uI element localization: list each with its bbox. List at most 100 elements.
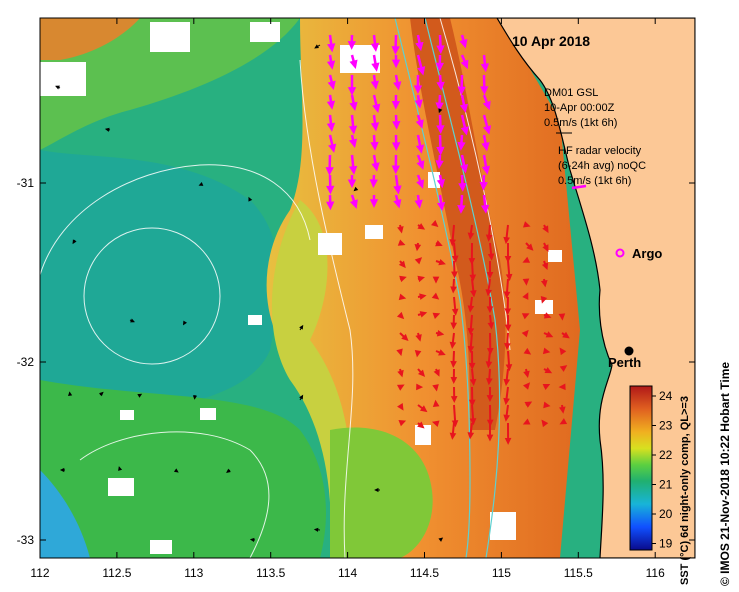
hf-vector-head (459, 38, 468, 49)
hf-vector-head (348, 138, 358, 148)
current-vector-head (416, 383, 424, 391)
current-vector-head (486, 395, 494, 403)
model-vector-head (59, 467, 65, 473)
legend-line-1: DM01 GSL (544, 87, 598, 99)
y-axis: -31 -32 -33 (17, 176, 695, 547)
current-vector-head (414, 257, 423, 265)
hf-vector-head (414, 99, 423, 109)
hf-vector-head (416, 179, 425, 189)
current-vector-head (558, 383, 566, 391)
current-vector-head (487, 253, 495, 261)
x-tick-label: 112 (30, 566, 49, 580)
colorbar-tick-label: 19 (659, 537, 673, 551)
current-vector-head (544, 367, 553, 374)
hf-vector-head (435, 160, 444, 170)
colorbar: 24 23 22 21 20 19 SST (°C) 6d night-only comp… (629, 385, 691, 585)
nw-orange-patch (40, 18, 140, 60)
model-vector-head (313, 527, 319, 532)
hf-vector-head (325, 167, 334, 176)
y-tick-label: -33 (17, 533, 35, 547)
current-vector-head (505, 273, 513, 282)
current-vector-head (451, 271, 458, 279)
hf-vector-head (479, 181, 488, 191)
current-vector-head (467, 327, 475, 336)
current-vector-head (417, 275, 425, 283)
x-axis: 112 112.5 113 113.5 114 114.5 115 115.5 116 (30, 18, 665, 580)
current-vector-head (562, 331, 570, 339)
current-vector-head (485, 361, 493, 369)
hf-vector-head (480, 204, 490, 214)
current-vector-head (431, 420, 440, 427)
current-vector-head (503, 236, 510, 245)
hf-vector-head (483, 125, 492, 135)
current-vector-head (397, 403, 404, 411)
glider-vectors (396, 220, 570, 445)
colorbar-ticks: 24 23 22 21 20 19 (652, 389, 673, 551)
hf-vector-head (349, 101, 358, 112)
hf-vector-head (369, 179, 378, 189)
date-label: 10 Apr 2018 (512, 33, 590, 49)
current-vector-head (470, 290, 477, 298)
hf-vector-head (436, 81, 445, 91)
argo-marker[interactable] (615, 248, 625, 258)
model-vector-head (248, 196, 253, 202)
current-vector-head (450, 360, 457, 368)
hf-vector-head (349, 59, 358, 70)
current-vector-head (486, 419, 494, 427)
current-vector-head (438, 349, 446, 356)
current-vector-head (541, 419, 549, 428)
hf-vector-head (393, 81, 402, 91)
current-vector-head (521, 313, 530, 320)
current-vector-head (449, 432, 457, 440)
model-vector-head (99, 391, 104, 397)
current-vector-head (523, 347, 532, 355)
current-vector-head (559, 347, 567, 356)
green-tongue (330, 427, 433, 558)
current-vector-head (450, 286, 457, 294)
hf-vector-head (326, 201, 335, 211)
current-vector-head (545, 331, 554, 338)
current-vector-head (435, 240, 443, 247)
current-vector-head (540, 296, 548, 304)
current-vector-head (485, 289, 493, 297)
hf-vector-head (416, 160, 425, 170)
current-vector-head (522, 256, 531, 263)
colorbar-scale (629, 385, 653, 551)
current-vector-head (504, 343, 511, 351)
hf-vector-head (326, 60, 336, 70)
hf-vector-head (415, 119, 424, 129)
hf-vector-head (436, 202, 446, 212)
hf-vector-head (391, 142, 401, 152)
current-vector-head (558, 313, 566, 321)
current-vector-head (396, 348, 403, 357)
current-vector-head (414, 243, 422, 252)
perth-marker[interactable] (624, 346, 634, 356)
current-vector-head (417, 223, 426, 230)
x-tick-label: 112.5 (102, 566, 131, 580)
hf-vector-head (391, 165, 401, 175)
model-vector-head (173, 468, 179, 473)
current-vector-head (468, 258, 476, 266)
current-vector-head (432, 312, 441, 319)
model-vector-head (314, 44, 319, 49)
current-vector-head (419, 293, 427, 300)
hf-vector-head (460, 126, 469, 136)
model-vector-head (104, 127, 110, 132)
x-tick-label: 113.5 (256, 566, 285, 580)
model-vector-head (118, 466, 123, 471)
current-vector-head (542, 347, 551, 355)
current-vector-head (486, 271, 494, 279)
model-vector-head (68, 391, 73, 396)
hf-vector-head (348, 125, 358, 135)
hf-vector-head (435, 62, 445, 72)
current-vector-head (438, 258, 446, 266)
hf-vector-head (369, 199, 379, 208)
current-vector-head (468, 362, 476, 370)
y-tick-label: -31 (17, 176, 35, 190)
current-vector-head (485, 378, 493, 386)
x-tick-label: 115 (492, 566, 511, 580)
hf-vector-head (436, 146, 445, 156)
hf-vector-head (413, 85, 423, 95)
x-tick-label: 114.5 (410, 566, 439, 580)
